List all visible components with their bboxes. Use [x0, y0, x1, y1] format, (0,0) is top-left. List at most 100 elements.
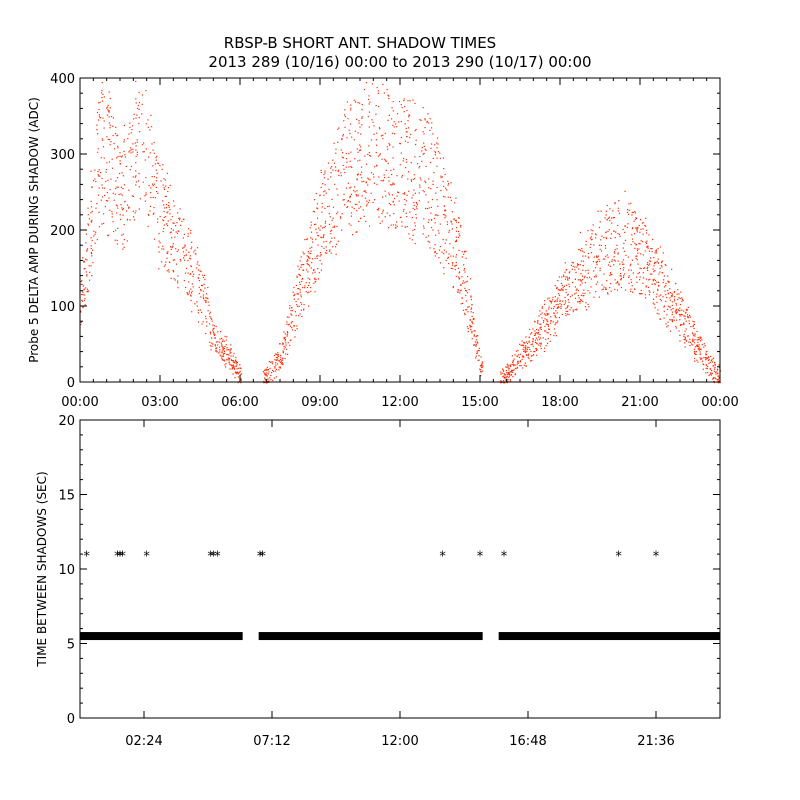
top-point [378, 154, 381, 156]
top-point [648, 290, 650, 292]
top-point [696, 339, 698, 341]
top-point [537, 336, 540, 338]
top-point [665, 294, 667, 296]
top-point [442, 238, 444, 241]
top-point [406, 109, 408, 112]
top-point [698, 346, 700, 348]
top-point [623, 267, 625, 269]
top-point [266, 369, 269, 371]
top-point [300, 280, 303, 283]
top-point [697, 345, 699, 347]
top-point [291, 327, 293, 329]
top-point [434, 255, 437, 257]
top-point [162, 219, 164, 221]
top-point [703, 346, 705, 348]
top-point [378, 216, 380, 218]
top-point [157, 218, 159, 220]
top-point [598, 244, 601, 246]
top-point [237, 382, 239, 384]
top-point [341, 229, 343, 231]
top-point [283, 337, 285, 339]
top-point [611, 274, 613, 276]
top-point [673, 300, 676, 302]
top-point [620, 277, 623, 279]
top-point [311, 258, 314, 260]
top-point [607, 293, 609, 295]
top-point [190, 288, 192, 290]
top-point [671, 311, 674, 313]
top-point [415, 213, 417, 216]
top-point [692, 339, 694, 342]
top-point [374, 199, 376, 201]
top-point [692, 324, 694, 326]
top-point [289, 339, 292, 341]
top-point [329, 216, 331, 218]
top-point [707, 356, 710, 358]
top-point [466, 309, 468, 311]
top-point [703, 363, 705, 366]
top-point [116, 186, 118, 188]
top-point [410, 133, 412, 136]
top-point [679, 340, 681, 342]
top-point [579, 300, 581, 303]
top-point [396, 221, 398, 223]
top-point [210, 318, 213, 320]
top-point [510, 374, 513, 376]
top-point [376, 86, 378, 89]
top-point [668, 306, 671, 308]
top-point [273, 377, 276, 379]
top-point [405, 131, 407, 133]
top-point [604, 288, 607, 290]
top-point [667, 325, 669, 327]
top-point [558, 307, 560, 309]
top-point [292, 291, 294, 293]
top-point [82, 291, 84, 294]
top-point [328, 212, 330, 215]
top-point [502, 369, 504, 371]
top-point [528, 357, 530, 360]
top-point [187, 294, 189, 296]
top-point [639, 243, 641, 245]
top-point [598, 258, 600, 261]
top-point [425, 207, 427, 210]
top-point [120, 193, 122, 195]
top-point [105, 200, 108, 202]
top-point [449, 196, 452, 199]
top-point [277, 355, 280, 357]
top-point [330, 172, 332, 174]
top-point [548, 328, 550, 330]
top-point [84, 267, 86, 270]
top-point [280, 356, 282, 358]
top-point [548, 328, 550, 330]
top-point [568, 277, 570, 280]
top-point [138, 101, 141, 104]
top-point [112, 192, 114, 194]
top-point [626, 208, 629, 211]
top-point [125, 165, 128, 167]
top-point [664, 290, 666, 292]
top-point [679, 319, 681, 321]
top-point [318, 227, 320, 229]
top-point [94, 169, 96, 171]
top-point [283, 348, 285, 350]
top-point [135, 155, 137, 158]
top-point [353, 207, 355, 210]
top-point [302, 286, 304, 289]
top-point [387, 94, 389, 96]
top-point [335, 253, 337, 255]
top-point [412, 234, 414, 237]
top-point [101, 223, 103, 225]
top-point [590, 286, 592, 288]
top-point [470, 295, 472, 297]
top-point [574, 309, 576, 311]
top-point [631, 211, 633, 214]
top-point [145, 192, 147, 194]
top-point [444, 217, 446, 219]
top-point [320, 169, 322, 172]
top-point [656, 301, 658, 303]
top-point [550, 316, 552, 318]
top-point [223, 349, 225, 351]
top-point [660, 300, 663, 302]
top-point [190, 229, 192, 232]
top-point [641, 293, 643, 295]
